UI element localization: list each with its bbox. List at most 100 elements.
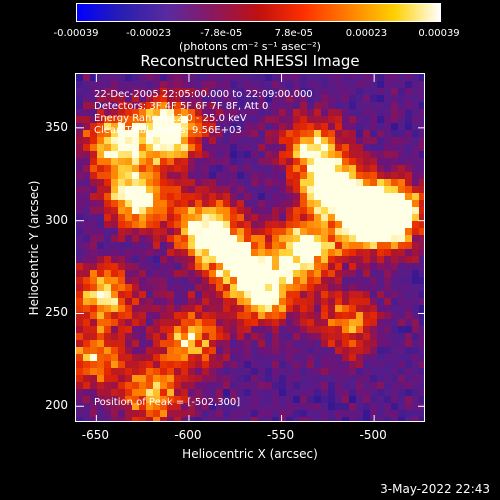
heatmap-cell xyxy=(90,81,97,88)
heatmap-cell xyxy=(146,368,153,375)
heatmap-cell xyxy=(118,109,125,116)
heatmap-cell xyxy=(258,172,265,179)
heatmap-cell xyxy=(328,116,335,123)
heatmap-cell xyxy=(174,382,181,389)
heatmap-cell xyxy=(314,305,321,312)
heatmap-cell xyxy=(419,186,424,193)
heatmap-cell xyxy=(188,200,195,207)
heatmap-cell xyxy=(398,417,405,421)
heatmap-cell xyxy=(328,249,335,256)
heatmap-cell xyxy=(279,368,286,375)
heatmap-cell xyxy=(230,382,237,389)
heatmap-cell xyxy=(279,123,286,130)
heatmap-cell xyxy=(314,235,321,242)
heatmap-cell xyxy=(181,284,188,291)
heatmap-cell xyxy=(167,95,174,102)
heatmap-cell xyxy=(90,193,97,200)
heatmap-cell xyxy=(153,270,160,277)
heatmap-cell xyxy=(293,389,300,396)
heatmap-cell xyxy=(314,200,321,207)
heatmap-cell xyxy=(265,256,272,263)
heatmap-cell xyxy=(146,326,153,333)
heatmap-cell xyxy=(321,284,328,291)
heatmap-cell xyxy=(349,298,356,305)
heatmap-cell xyxy=(223,228,230,235)
heatmap-cell xyxy=(132,291,139,298)
heatmap-cell xyxy=(349,403,356,410)
heatmap-cell xyxy=(111,319,118,326)
heatmap-cell xyxy=(132,326,139,333)
heatmap-cell xyxy=(314,95,321,102)
heatmap-cell xyxy=(293,333,300,340)
heatmap-cell xyxy=(111,123,118,130)
heatmap-cell xyxy=(104,144,111,151)
heatmap-cell xyxy=(398,228,405,235)
heatmap-cell xyxy=(209,284,216,291)
heatmap-cell xyxy=(349,382,356,389)
heatmap-cell xyxy=(391,256,398,263)
heatmap-cell xyxy=(111,242,118,249)
heatmap-cell xyxy=(167,221,174,228)
heatmap-cell xyxy=(76,123,83,130)
heatmap-cell xyxy=(83,200,90,207)
heatmap-cell xyxy=(279,347,286,354)
heatmap-cell xyxy=(97,200,104,207)
heatmap-cell xyxy=(314,158,321,165)
heatmap-cell xyxy=(258,417,265,421)
heatmap-cell xyxy=(363,137,370,144)
heatmap-cell xyxy=(118,347,125,354)
heatmap-cell xyxy=(118,361,125,368)
heatmap-cell xyxy=(419,333,424,340)
heatmap-cell xyxy=(342,102,349,109)
heatmap-cell xyxy=(209,221,216,228)
heatmap-cell xyxy=(265,165,272,172)
heatmap-cell xyxy=(398,291,405,298)
heatmap-cell xyxy=(251,249,258,256)
heatmap-cell xyxy=(300,298,307,305)
footer-timestamp: 3-May-2022 22:43 xyxy=(380,482,490,496)
heatmap-cell xyxy=(356,186,363,193)
heatmap-cell xyxy=(188,354,195,361)
heatmap-cell xyxy=(230,228,237,235)
heatmap-cell xyxy=(391,333,398,340)
heatmap-cell xyxy=(230,305,237,312)
heatmap-cell xyxy=(146,361,153,368)
heatmap-cell xyxy=(90,277,97,284)
heatmap-cell xyxy=(174,95,181,102)
heatmap-cell xyxy=(230,158,237,165)
heatmap-cell xyxy=(405,242,412,249)
heatmap-cell xyxy=(300,375,307,382)
heatmap-cell xyxy=(377,228,384,235)
heatmap-cell xyxy=(405,221,412,228)
heatmap-cell xyxy=(181,221,188,228)
heatmap-cell xyxy=(139,361,146,368)
heatmap-cell xyxy=(265,116,272,123)
heatmap-cell xyxy=(90,186,97,193)
heatmap-cell xyxy=(307,277,314,284)
heatmap-cell xyxy=(125,312,132,319)
heatmap-cell xyxy=(153,214,160,221)
heatmap-cell xyxy=(272,389,279,396)
heatmap-cell xyxy=(244,354,251,361)
heatmap-cell xyxy=(153,102,160,109)
heatmap-cell xyxy=(139,109,146,116)
heatmap-cell xyxy=(230,284,237,291)
heatmap-cell xyxy=(342,130,349,137)
heatmap-cell xyxy=(118,389,125,396)
heatmap-cell xyxy=(300,74,307,81)
heatmap-cell xyxy=(342,116,349,123)
heatmap-cell xyxy=(118,186,125,193)
heatmap-cell xyxy=(384,389,391,396)
heatmap-cell xyxy=(132,214,139,221)
heatmap-cell xyxy=(321,116,328,123)
heatmap-cell xyxy=(153,172,160,179)
heatmap-cell xyxy=(146,277,153,284)
heatmap-cell xyxy=(223,137,230,144)
heatmap-cell xyxy=(146,123,153,130)
heatmap-cell xyxy=(146,172,153,179)
heatmap-cell xyxy=(412,312,419,319)
heatmap-cell xyxy=(139,291,146,298)
heatmap-cell xyxy=(216,193,223,200)
heatmap-cell xyxy=(202,179,209,186)
heatmap-cell xyxy=(230,361,237,368)
